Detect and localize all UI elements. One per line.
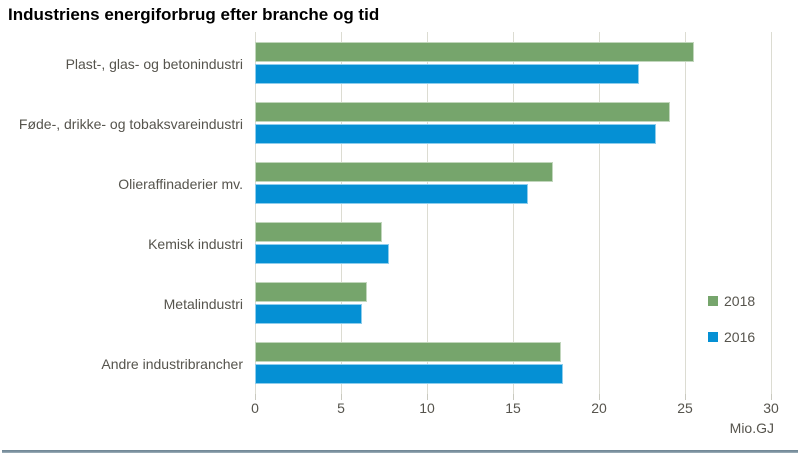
gridline bbox=[426, 32, 428, 394]
gridline bbox=[512, 32, 514, 394]
bar-2018 bbox=[255, 282, 367, 302]
bar-2018 bbox=[255, 162, 553, 182]
category-label: Andre industribrancher bbox=[101, 356, 243, 372]
axis-unit-label: Mio.GJ bbox=[729, 420, 774, 436]
xtick-label: 0 bbox=[251, 400, 259, 416]
legend-item-2018: 2018 bbox=[708, 292, 755, 310]
gridline bbox=[598, 32, 600, 394]
legend-swatch-icon bbox=[708, 332, 718, 342]
xtick-label: 15 bbox=[505, 400, 521, 416]
axis-tickmark bbox=[340, 394, 342, 400]
bar-2018 bbox=[255, 42, 694, 62]
gridline bbox=[254, 32, 256, 394]
bar-2018 bbox=[255, 102, 670, 122]
bar-2018 bbox=[255, 222, 383, 242]
xtick-label: 25 bbox=[677, 400, 693, 416]
xtick-label: 5 bbox=[337, 400, 345, 416]
xtick-label: 30 bbox=[763, 400, 779, 416]
gridline bbox=[770, 32, 772, 394]
chart-title: Industriens energiforbrug efter branche … bbox=[8, 5, 380, 24]
axis-tickmark bbox=[512, 394, 514, 400]
gridline bbox=[340, 32, 342, 394]
bar-2016 bbox=[255, 64, 639, 84]
category-label: Plast-, glas- og betonindustri bbox=[65, 56, 243, 72]
xtick-label: 10 bbox=[419, 400, 435, 416]
axis-tickmark bbox=[598, 394, 600, 400]
bar-2016 bbox=[255, 364, 563, 384]
category-label: Kemisk industri bbox=[148, 236, 243, 252]
bar-2016 bbox=[255, 184, 529, 204]
bar-2018 bbox=[255, 342, 562, 362]
axis-tickmark bbox=[770, 394, 772, 400]
bar-2016 bbox=[255, 124, 656, 144]
bar-2016 bbox=[255, 304, 362, 324]
footer-divider bbox=[2, 450, 798, 453]
legend-label: 2016 bbox=[724, 329, 756, 345]
bar-2016 bbox=[255, 244, 390, 264]
category-label: Føde-, drikke- og tobaksvareindustri bbox=[18, 116, 243, 132]
gridline bbox=[684, 32, 686, 394]
axis-tickmark bbox=[426, 394, 428, 400]
category-label: Metalindustri bbox=[163, 296, 243, 312]
legend-label: 2018 bbox=[724, 293, 756, 309]
legend-swatch-icon bbox=[708, 296, 718, 306]
plot-area bbox=[254, 32, 772, 400]
axis-tickmark bbox=[684, 394, 686, 400]
legend-item-2016: 2016 bbox=[708, 328, 755, 346]
xtick-label: 20 bbox=[591, 400, 607, 416]
axis-tickmark bbox=[254, 394, 256, 400]
category-label: Olieraffinaderier mv. bbox=[118, 176, 243, 192]
